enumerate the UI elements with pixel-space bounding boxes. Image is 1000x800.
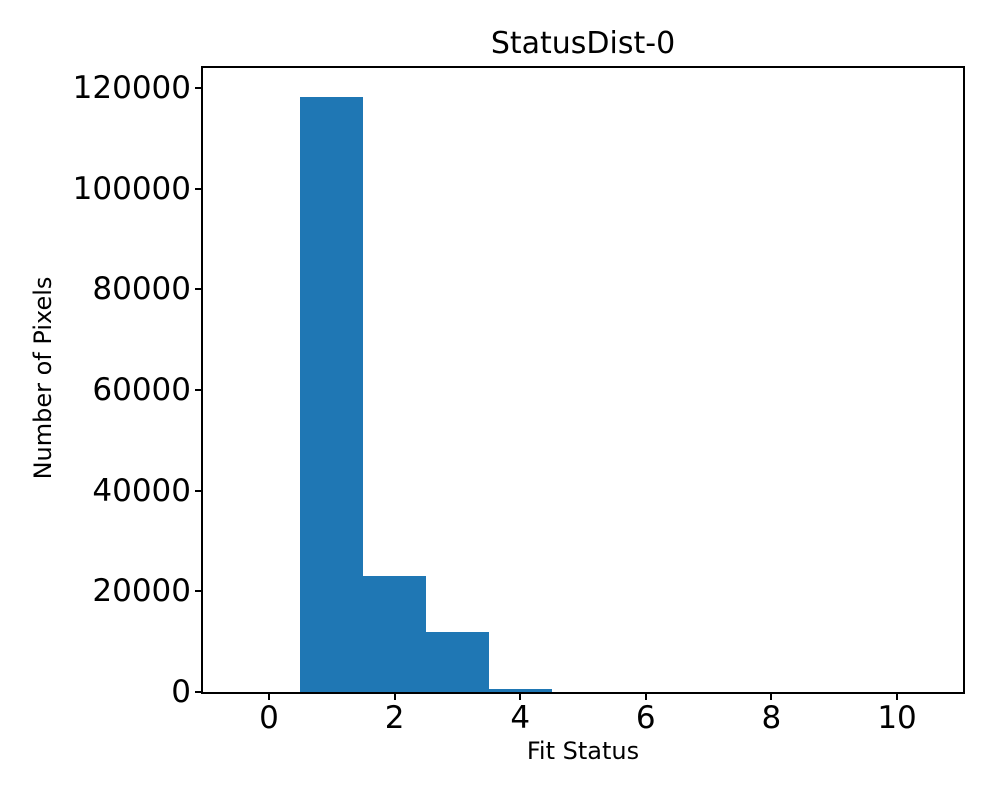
- y-tick-label: 100000: [72, 170, 191, 207]
- y-tick-label: 40000: [92, 472, 191, 509]
- chart-title: StatusDist-0: [490, 26, 676, 61]
- axes-area: [203, 68, 963, 692]
- y-tick-label: 80000: [92, 271, 191, 308]
- y-tick-label: 0: [171, 674, 191, 710]
- x-tick: [896, 692, 899, 700]
- histogram-bar: [488, 688, 552, 692]
- x-tick-label: 2: [384, 700, 405, 736]
- x-tick-label: 6: [635, 700, 656, 736]
- y-tick: [195, 691, 203, 693]
- y-tick: [195, 288, 203, 291]
- y-tick: [195, 87, 203, 90]
- histogram-bar: [300, 97, 364, 692]
- x-tick: [519, 692, 522, 700]
- x-tick: [770, 692, 773, 700]
- x-tick-label: 0: [259, 700, 279, 736]
- y-tick-label: 120000: [72, 70, 191, 107]
- y-tick: [195, 590, 203, 593]
- x-tick-label: 4: [510, 700, 531, 736]
- x-tick-label: 10: [877, 700, 917, 736]
- x-axis-label: Fit Status: [526, 737, 640, 765]
- y-axis-label: Number of Pixels: [29, 276, 57, 480]
- x-tick-label: 8: [761, 700, 782, 736]
- y-tick-label: 60000: [92, 372, 191, 409]
- y-tick-label: 20000: [92, 573, 191, 610]
- histogram-bar: [363, 575, 426, 692]
- y-tick: [195, 489, 203, 492]
- y-tick: [195, 389, 203, 392]
- x-tick: [644, 692, 647, 700]
- x-tick: [267, 692, 270, 700]
- x-tick: [393, 692, 396, 700]
- y-tick: [195, 187, 203, 190]
- histogram-bar: [425, 631, 489, 692]
